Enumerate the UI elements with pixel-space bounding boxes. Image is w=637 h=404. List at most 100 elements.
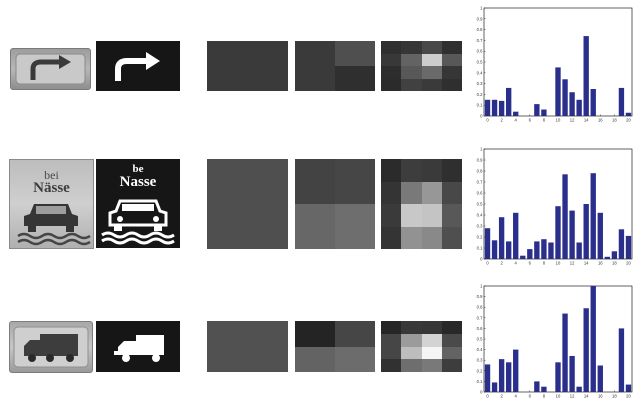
y-tick-label: 0 — [480, 114, 483, 119]
histogram-bar — [555, 67, 561, 116]
grid-cell — [401, 346, 422, 360]
grid-cell — [335, 321, 375, 347]
histogram-bar — [562, 174, 568, 259]
grid-cell — [381, 181, 402, 204]
binary-thumb-arrow — [96, 41, 180, 91]
x-tick-label: 10 — [556, 394, 561, 399]
y-tick-label: 0.7 — [477, 315, 483, 320]
x-tick-label: 18 — [612, 394, 617, 399]
grid-cell — [381, 321, 402, 334]
x-tick-label: 12 — [570, 394, 575, 399]
grid-cell — [421, 41, 442, 54]
grid-cell — [441, 181, 462, 204]
histogram-bar — [576, 242, 582, 259]
grid-cell — [401, 41, 422, 54]
y-tick-label: 0.6 — [477, 49, 483, 54]
x-tick-label: 6 — [529, 394, 532, 399]
y-tick-label: 0.8 — [477, 27, 483, 32]
grid-cell — [441, 359, 462, 372]
x-tick-label: 14 — [584, 261, 589, 266]
grid-cell — [441, 41, 462, 54]
histogram-bar — [597, 212, 603, 259]
grid-cell — [295, 66, 335, 91]
grid-cell — [401, 359, 422, 372]
grid-cell — [421, 53, 442, 66]
histogram-bar — [569, 355, 575, 392]
grid-cell — [381, 41, 402, 54]
car-on-water-icon — [17, 204, 91, 246]
histogram-bar — [576, 99, 582, 116]
y-tick-label: 1 — [480, 6, 483, 11]
x-tick-label: 10 — [556, 118, 561, 123]
grid-cell — [421, 321, 442, 334]
grid-cell — [401, 181, 422, 204]
y-tick-label: 0 — [480, 390, 483, 395]
truck-binary-icon — [114, 335, 164, 362]
grid-cell — [381, 346, 402, 360]
y-tick-label: 0.9 — [477, 158, 483, 163]
histogram-bar — [555, 206, 561, 259]
x-tick-label: 8 — [543, 118, 546, 123]
truck-sign-icon — [13, 326, 89, 368]
arrow-sign-icon — [15, 53, 86, 85]
grid-cell — [441, 159, 462, 182]
y-tick-label: 0.4 — [477, 213, 483, 218]
histogram-bar — [562, 79, 568, 116]
y-tick-label: 0.2 — [477, 92, 483, 97]
histogram-bar — [491, 382, 498, 392]
grid-cell — [335, 346, 375, 372]
histogram-bar — [491, 240, 498, 259]
x-tick-label: 12 — [570, 118, 575, 123]
histogram-bar — [513, 349, 519, 392]
grid-cell — [381, 226, 402, 249]
grid-cell — [335, 66, 375, 91]
histogram-bar — [562, 313, 568, 392]
grid-cell — [401, 321, 422, 334]
grid-cell — [441, 78, 462, 91]
histogram-bar — [498, 100, 505, 116]
grid-cell — [421, 359, 442, 372]
level2-grid — [295, 321, 375, 372]
x-tick-label: 6 — [529, 261, 532, 266]
histogram: 00.10.20.30.40.50.60.70.80.910 2 4 6 8 10 12 14… — [477, 284, 633, 399]
x-tick-label: 18 — [612, 261, 617, 266]
arrow-binary-icon — [115, 52, 160, 81]
y-tick-label: 0.4 — [477, 70, 483, 75]
y-tick-label: 0.1 — [477, 103, 483, 108]
level1-grid — [207, 159, 288, 249]
binary-thumb-nasse: be Nasse — [96, 159, 180, 248]
y-tick-label: 0 — [480, 257, 483, 262]
histogram-bar — [625, 384, 632, 392]
histogram: 00.10.20.30.40.50.60.70.80.910 2 4 6 8 10 12 14… — [477, 6, 633, 123]
grid-cell — [335, 41, 375, 66]
y-tick-label: 0.6 — [477, 191, 483, 196]
histogram-bar — [491, 99, 498, 116]
grid-cell — [295, 41, 335, 66]
y-tick-label: 0.3 — [477, 224, 483, 229]
histogram-bar — [569, 92, 575, 116]
x-tick-label: 0 — [486, 261, 489, 266]
grid-cell — [335, 159, 375, 204]
x-tick-label: 16 — [598, 394, 603, 399]
x-tick-label: 6 — [529, 118, 532, 123]
histogram-bar — [583, 36, 589, 116]
histogram-bar — [583, 204, 589, 259]
y-tick-label: 0.3 — [477, 81, 483, 86]
histogram-bar — [534, 104, 540, 116]
histogram-bar — [618, 87, 625, 116]
grid-cell — [295, 346, 335, 372]
binary-thumb-truck — [96, 321, 180, 372]
histogram-bar — [618, 328, 625, 392]
histogram-bar — [505, 241, 512, 259]
x-tick-label: 8 — [543, 261, 546, 266]
histogram-bar — [590, 286, 596, 392]
y-tick-label: 0.7 — [477, 38, 483, 43]
x-tick-label: 10 — [556, 261, 561, 266]
level3-grid — [381, 41, 462, 91]
grid-cell — [381, 159, 402, 182]
sign-photo-arrow — [10, 48, 91, 90]
grid-cell — [441, 204, 462, 227]
grid-cell — [401, 159, 422, 182]
grid-cell — [401, 333, 422, 347]
histogram-bar — [625, 235, 632, 259]
